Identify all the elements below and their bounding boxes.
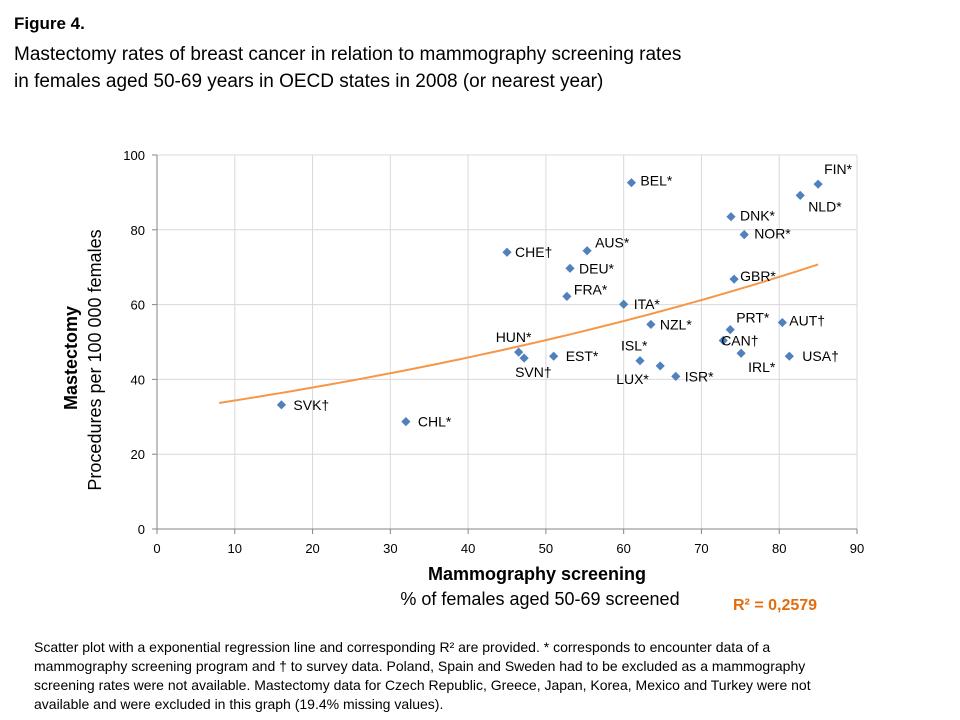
data-point-label: ISL* — [621, 338, 648, 354]
y-tick-label: 0 — [138, 522, 145, 537]
x-tick-label: 50 — [539, 541, 553, 556]
data-point — [784, 351, 794, 361]
data-point — [502, 247, 512, 257]
point-labels: SVK† CHL* CHE† HUN* SVN† EST* FRA* DEU* AUS* ITA*… — [293, 161, 852, 430]
data-point-label: CHE† — [515, 244, 552, 260]
data-point — [671, 371, 681, 382]
data-point — [276, 400, 287, 410]
data-point — [646, 319, 656, 330]
data-point-label: IRL* — [748, 359, 776, 375]
y-tick-label: 100 — [123, 148, 145, 163]
data-point — [549, 351, 559, 361]
data-point-label: LUX* — [616, 371, 649, 387]
data-point-label: CHL* — [418, 414, 452, 430]
title-line-1: Mastectomy rates of breast cancer in rel… — [14, 44, 682, 65]
data-point — [519, 353, 529, 363]
data-point-label: AUS* — [595, 235, 630, 251]
data-point-label: SVK† — [293, 397, 329, 413]
chart-title: Mastectomy rates of breast cancer in rel… — [14, 41, 914, 95]
data-point-label: NZL* — [660, 316, 692, 332]
data-point-label: SVN† — [515, 364, 552, 380]
y-tick-label: 80 — [131, 223, 145, 238]
data-point-label: PRT* — [736, 310, 770, 326]
data-point-label: NLD* — [808, 198, 842, 214]
data-point — [582, 246, 592, 256]
data-point-label: BEL* — [640, 173, 672, 189]
data-point-label: CAN† — [721, 333, 758, 349]
data-point-label: AUT† — [789, 313, 825, 329]
data-point — [795, 190, 805, 200]
y-axis-title: Mastectomy — [61, 306, 81, 410]
data-point — [718, 335, 728, 346]
data-point-label: FRA* — [574, 281, 608, 297]
data-point-label: USA† — [802, 348, 839, 364]
axes: 0 10 20 30 40 50 60 70 80 90 0 20 40 60 80 100 — [123, 148, 864, 556]
x-tick-label: 70 — [694, 541, 708, 556]
data-point-label: GBR* — [740, 268, 776, 284]
data-point — [736, 348, 746, 358]
exponential-trendline — [219, 263, 819, 404]
data-point — [729, 274, 739, 284]
data-point — [726, 212, 736, 222]
caption-line-3: screening rates were not available. Mast… — [34, 677, 811, 693]
data-point — [777, 317, 787, 328]
x-tick-label: 20 — [305, 541, 319, 556]
data-point — [514, 347, 524, 357]
title-line-2: in females aged 50-69 years in OECD stat… — [14, 71, 604, 92]
figure-caption: Scatter plot with a exponential regressi… — [34, 638, 934, 714]
r-squared-label: R² = 0,2579 — [733, 597, 817, 614]
data-point-label: NOR* — [754, 226, 791, 242]
data-point-label: ITA* — [634, 296, 661, 312]
data-point — [562, 291, 572, 301]
y-tick-label: 20 — [131, 447, 145, 462]
data-point — [635, 356, 645, 366]
axis-titles: Mammography screening % of females aged … — [61, 229, 817, 614]
x-tick-label: 90 — [850, 541, 864, 556]
trendline-group — [219, 263, 819, 404]
data-point-label: ISR* — [685, 368, 714, 384]
y-tick-label: 60 — [131, 298, 145, 313]
caption-line-2: mammography screening program and † to s… — [34, 658, 806, 674]
data-point — [739, 230, 749, 240]
data-point — [626, 178, 637, 188]
x-tick-label: 80 — [772, 541, 786, 556]
x-tick-label: 10 — [228, 541, 242, 556]
x-tick-label: 30 — [383, 541, 397, 556]
caption-line-1: Scatter plot with a exponential regressi… — [34, 639, 771, 655]
data-point — [401, 417, 411, 427]
gridlines — [157, 154, 858, 529]
figure-label: Figure 4. — [14, 14, 85, 33]
data-point-label: HUN* — [496, 329, 532, 345]
data-point-label: DNK* — [740, 208, 776, 224]
data-point — [813, 179, 823, 189]
data-point — [725, 325, 735, 335]
x-tick-label: 40 — [461, 541, 475, 556]
data-point — [619, 299, 629, 309]
data-point — [565, 263, 575, 273]
x-axis-subtitle: % of females aged 50-69 screened — [400, 589, 679, 609]
x-tick-label: 0 — [153, 541, 160, 556]
data-point-label: EST* — [566, 348, 599, 364]
x-tick-label: 60 — [616, 541, 630, 556]
data-point-label: DEU* — [579, 260, 615, 276]
data-point-label: FIN* — [824, 161, 853, 177]
data-point — [655, 361, 665, 371]
x-axis-title: Mammography screening — [428, 564, 646, 584]
caption-line-4: available and were excluded in this grap… — [34, 696, 444, 712]
y-tick-label: 40 — [131, 372, 145, 387]
y-axis-subtitle: Procedures per 100 000 females — [85, 229, 105, 490]
data-points — [276, 178, 823, 427]
